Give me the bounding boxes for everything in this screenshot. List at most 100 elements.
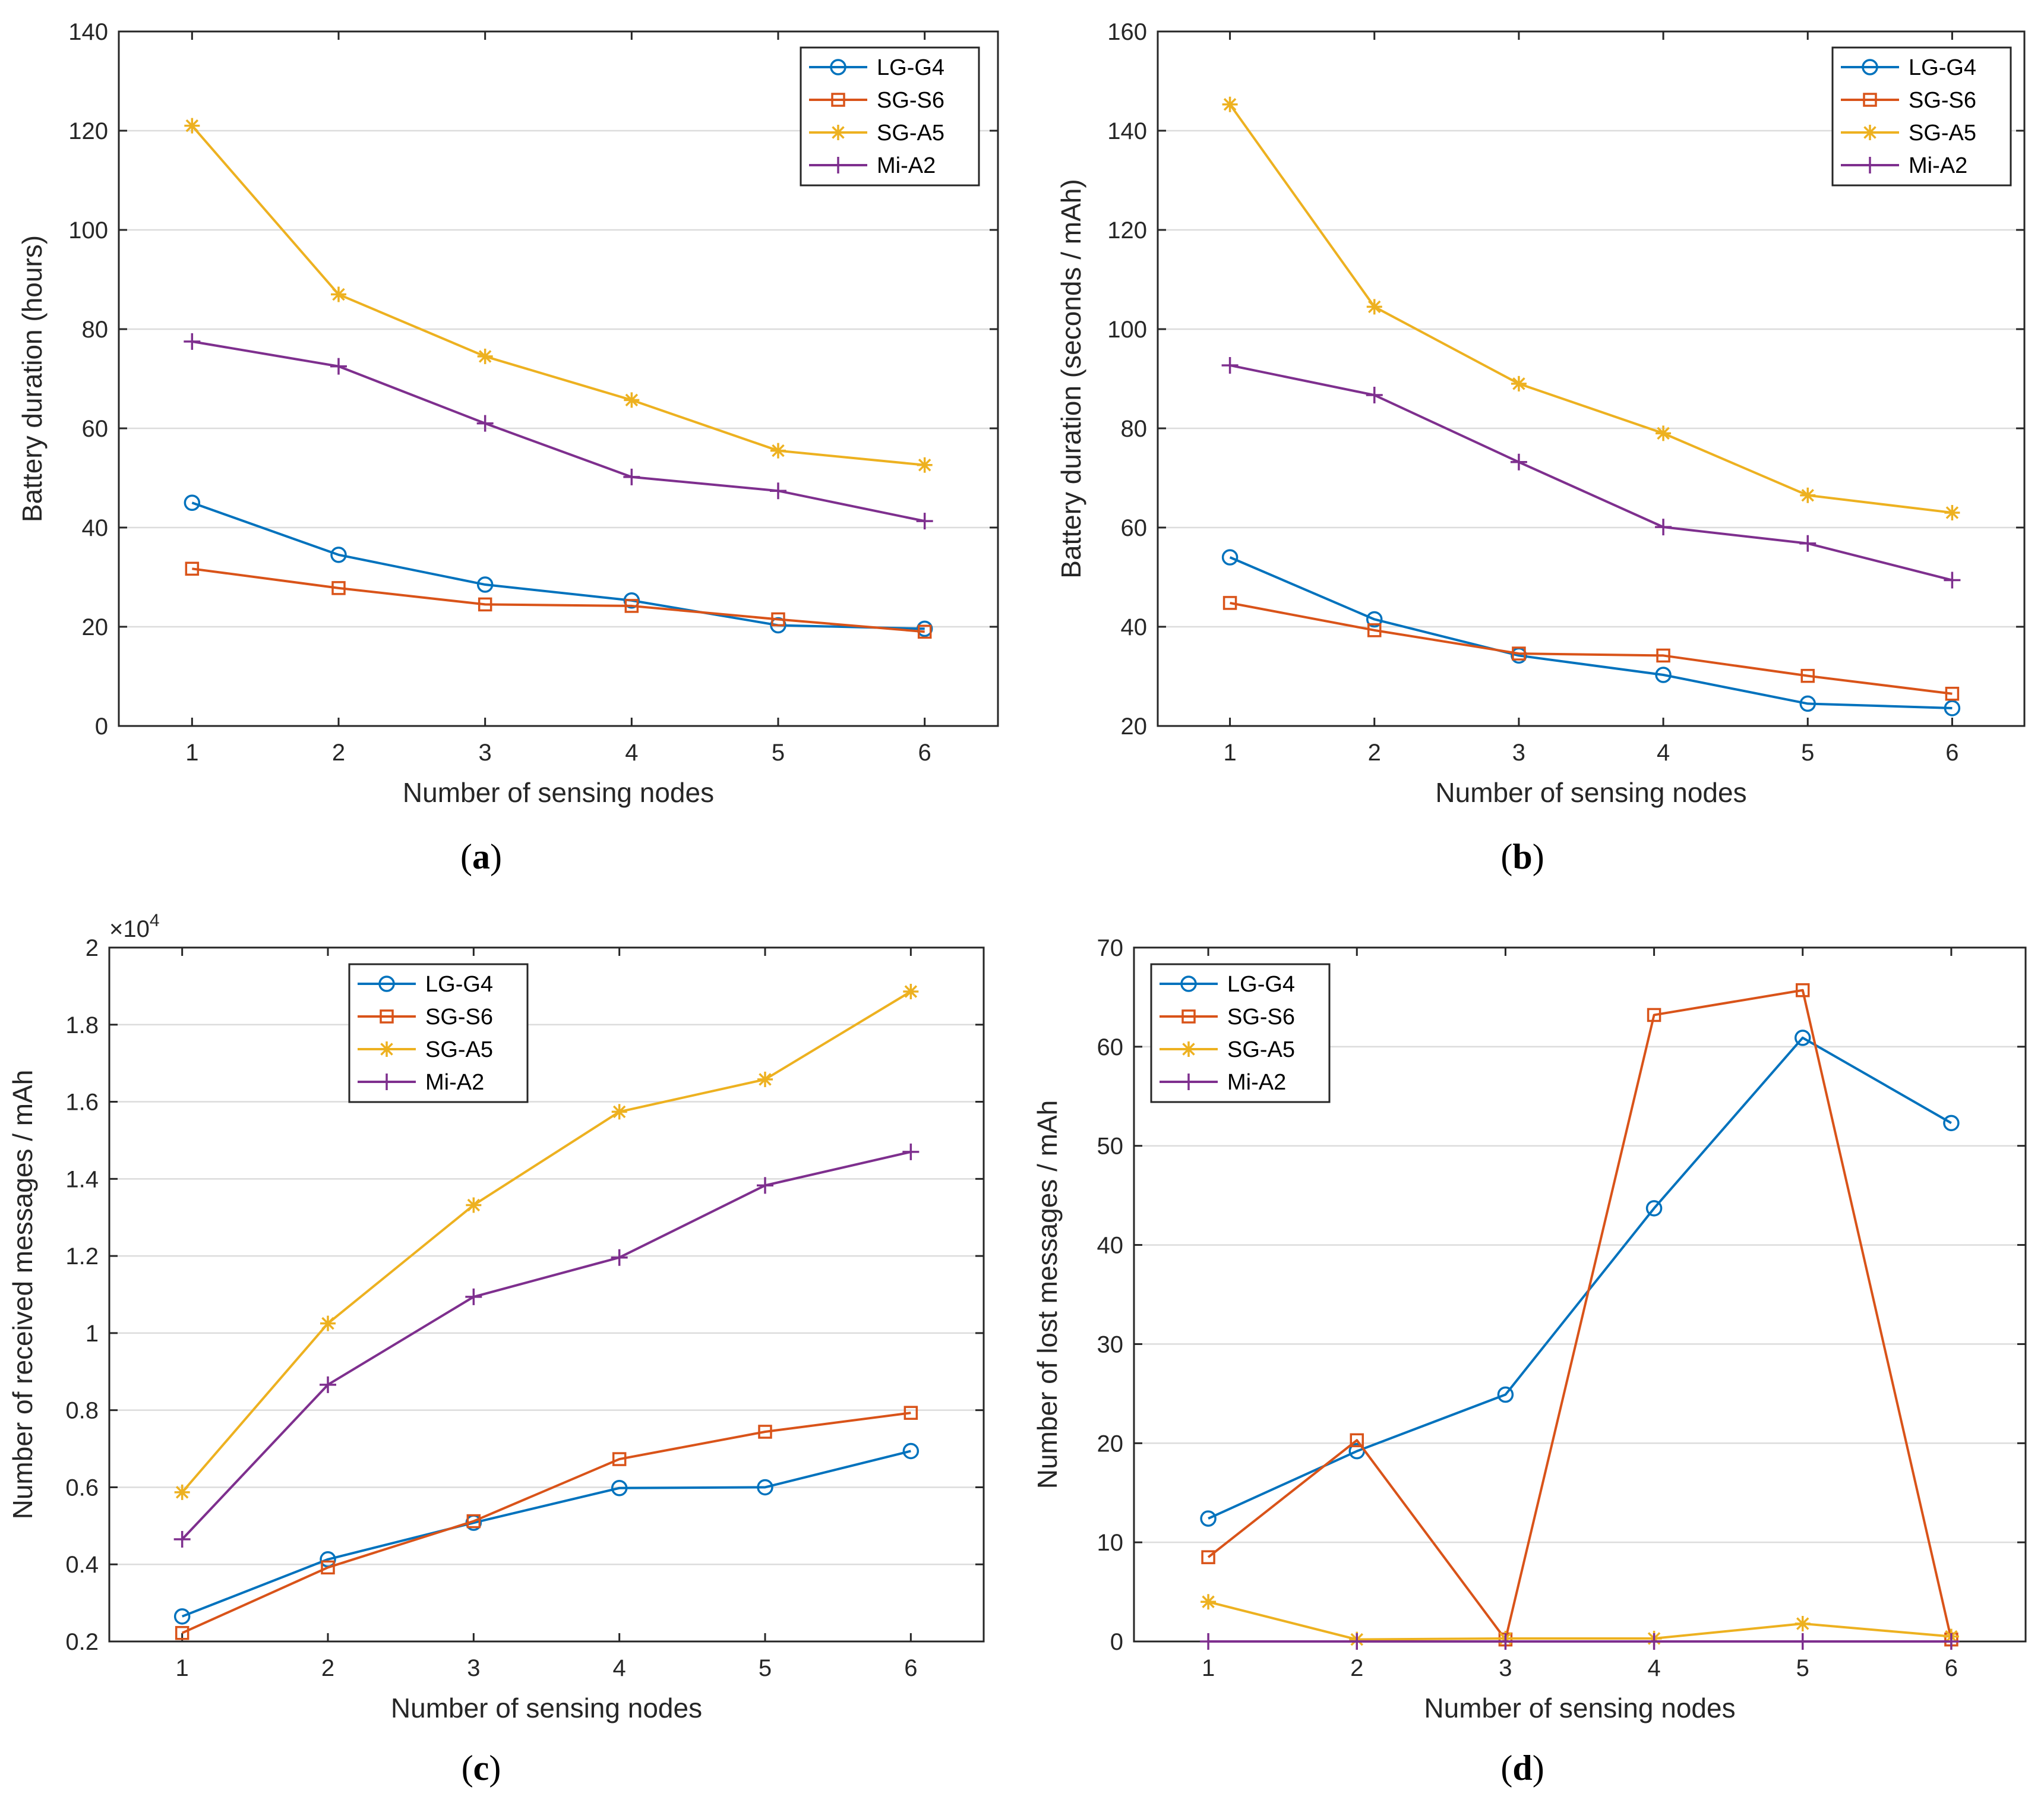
- data-point-circle-5: [1795, 1030, 1811, 1046]
- legend-box: [800, 46, 980, 187]
- legend-label: LG-G4: [877, 55, 944, 80]
- data-point-asterisk-legend: [379, 1041, 394, 1057]
- legend-item-mi-a2: Mi-A2: [1160, 1070, 1286, 1095]
- data-point-circle-legend: [830, 59, 846, 75]
- x-axis: 1 2 3 4 5 6: [1223, 31, 1959, 766]
- series-lg-g4: [184, 494, 933, 637]
- legend-label: LG-G4: [1909, 55, 1976, 80]
- caption-letter: b: [1512, 837, 1532, 876]
- x-tick-label: 5: [1801, 740, 1814, 766]
- data-point-square-legend: [1863, 93, 1877, 107]
- data-point-plus-6: [1944, 572, 1961, 589]
- series-line-sg-a5: [1228, 103, 1953, 514]
- x-tick-label: 6: [904, 1655, 917, 1681]
- x-axis: 1 2 3 4 5 6: [1202, 948, 1958, 1681]
- caption-close-paren: ): [489, 1748, 501, 1788]
- y-tick-label: 40: [1097, 1233, 1124, 1259]
- data-point-plus-3: [1497, 1633, 1514, 1650]
- y-tick-label: 70: [1097, 935, 1124, 961]
- data-point-circle-6: [916, 620, 933, 637]
- y-tick-label: 2: [86, 935, 99, 961]
- y-exponent-power: 4: [150, 911, 160, 930]
- y-tick-label: 60: [1097, 1034, 1124, 1060]
- x-axis-label: Number of sensing nodes: [391, 1693, 702, 1723]
- data-point-plus-4: [611, 1249, 628, 1266]
- caption-close-paren: ): [1533, 1748, 1544, 1788]
- series-line-lg-g4: [191, 501, 925, 630]
- x-tick-label: 4: [1647, 1655, 1660, 1681]
- y-tick-label: 80: [82, 317, 109, 343]
- y-tick-label: 20: [1097, 1431, 1124, 1457]
- data-point-circle-3: [1497, 1386, 1514, 1403]
- legend-item-lg-g4: LG-G4: [1160, 972, 1295, 997]
- data-point-asterisk-4: [611, 1104, 627, 1120]
- series-line-sg-s6: [192, 567, 925, 633]
- data-point-plus-1: [184, 333, 201, 350]
- legend-box: [1150, 963, 1331, 1103]
- y-tick-label: 140: [68, 19, 108, 45]
- legend-item-mi-a2: Mi-A2: [358, 1070, 484, 1095]
- x-tick-label: 4: [625, 740, 638, 766]
- series-line-mi-a2: [181, 1150, 911, 1540]
- y-tick-label: 1: [86, 1321, 99, 1347]
- data-point-plus-2: [330, 358, 347, 375]
- panel-caption: (d): [1500, 1748, 1544, 1788]
- y-tick-label: 0: [1110, 1629, 1123, 1655]
- data-point-plus-5: [1794, 1633, 1811, 1650]
- x-axis: 1 2 3 4 5 6: [185, 31, 931, 766]
- legend-label: SG-A5: [877, 121, 944, 146]
- series-mi-a2: [184, 333, 933, 530]
- data-point-plus-2: [1366, 387, 1383, 404]
- y-tick-label: 0.6: [65, 1475, 99, 1501]
- y-tick-label: 50: [1097, 1134, 1124, 1160]
- data-point-circle-6: [1943, 1115, 1960, 1132]
- data-point-plus-legend: [378, 1074, 395, 1090]
- data-point-square-1: [1222, 596, 1237, 610]
- data-point-asterisk-1: [174, 1484, 190, 1500]
- y-tick-label: 40: [82, 515, 109, 541]
- legend-label: Mi-A2: [1227, 1070, 1286, 1095]
- legend-label: Mi-A2: [425, 1070, 484, 1095]
- data-point-circle-4: [1645, 1200, 1663, 1217]
- data-point-square-4: [1656, 648, 1670, 663]
- data-point-plus-1: [1200, 1633, 1217, 1650]
- y-tick-label: 0.4: [65, 1552, 99, 1578]
- data-point-square-2: [321, 1560, 335, 1575]
- y-axis-label: Battery duration (seconds / mAh): [1056, 179, 1086, 578]
- series-sg-a5: [1222, 96, 1960, 520]
- caption-letter: a: [472, 837, 490, 876]
- chart-panel-d: 0 10 20 30 40 50 60 70 1 2 3 4 5 6 Number of sensing n…: [1032, 935, 2027, 1788]
- x-tick-label: 3: [467, 1655, 480, 1681]
- data-point-square-1: [175, 1625, 189, 1640]
- data-point-asterisk-legend: [1181, 1041, 1196, 1057]
- legend: LG-G4 SG-S6 SG-A5 Mi-A2: [1831, 46, 2012, 187]
- data-point-asterisk-3: [1511, 375, 1527, 392]
- x-tick-label: 1: [1202, 1655, 1215, 1681]
- series-line-sg-s6: [181, 1412, 911, 1634]
- x-tick-label: 6: [918, 740, 931, 766]
- data-point-square-4: [1647, 1008, 1661, 1022]
- legend-item-sg-s6: SG-S6: [809, 88, 944, 113]
- data-point-circle-4: [623, 592, 640, 609]
- data-point-circle-5: [1799, 695, 1816, 712]
- series-sg-a5: [174, 983, 919, 1500]
- x-tick-label: 4: [1657, 740, 1670, 766]
- data-point-circle-1: [184, 494, 201, 511]
- y-tick-label: 100: [1107, 317, 1147, 343]
- x-tick-label: 5: [772, 740, 785, 766]
- x-tick-label: 2: [1368, 740, 1381, 766]
- y-axis-label: Battery duration (hours): [17, 235, 48, 522]
- data-point-circle-legend: [1180, 975, 1197, 992]
- chart-panel-a: 0 20 40 60 80 100 120 140 1 2 3 4 5 6 Number of sensin…: [17, 19, 999, 876]
- plot-border: [1157, 30, 2026, 727]
- data-point-plus-4: [1655, 519, 1672, 536]
- caption-letter: c: [473, 1748, 489, 1788]
- legend-item-sg-a5: SG-A5: [358, 1037, 493, 1062]
- data-point-circle-6: [1944, 700, 1961, 716]
- data-point-plus-4: [1645, 1633, 1663, 1650]
- y-tick-label: 10: [1097, 1530, 1124, 1556]
- x-tick-label: 2: [321, 1655, 334, 1681]
- data-point-plus-6: [1942, 1633, 1960, 1650]
- data-point-asterisk-legend: [1862, 125, 1878, 140]
- data-point-square-3: [478, 597, 492, 612]
